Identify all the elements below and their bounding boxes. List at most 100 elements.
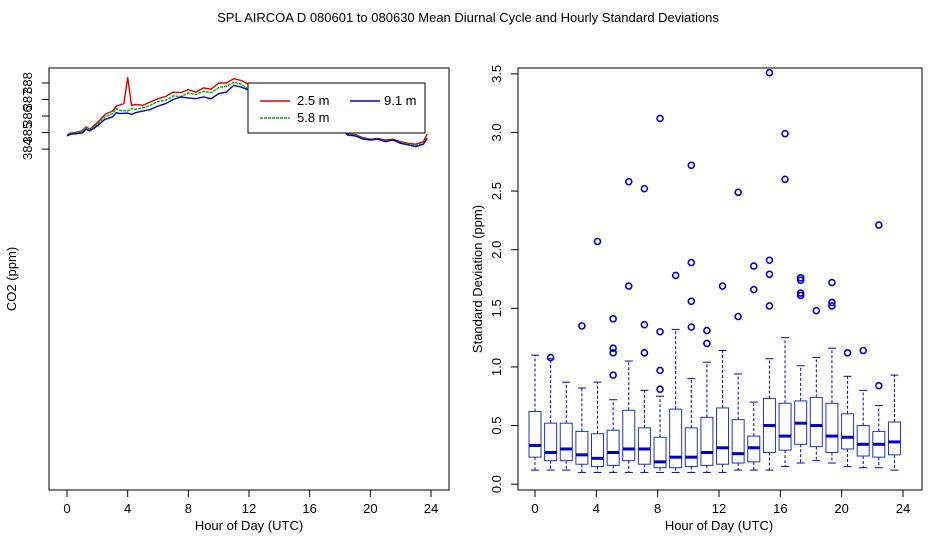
std-box-hour-9 <box>669 271 683 473</box>
legend-label: 5.8 m <box>297 110 330 125</box>
outlier-point <box>609 315 617 323</box>
std-box-hour-14 <box>747 262 761 471</box>
outlier-point <box>687 258 696 267</box>
outlier-point <box>859 346 867 355</box>
std-y-tick-label: 2.0 <box>489 241 504 259</box>
outlier-point <box>640 349 649 357</box>
outlier-point <box>796 276 805 284</box>
outlier-point <box>593 237 602 246</box>
outlier-point <box>781 129 789 138</box>
co2-y-tick-label: 388 <box>20 72 35 94</box>
std-box-hour-12 <box>716 282 730 473</box>
std-x-tick-label: 24 <box>896 501 910 516</box>
std-box-hour-16 <box>778 129 792 468</box>
outlier-point <box>640 320 649 329</box>
outlier-point <box>640 184 649 193</box>
iqr-box <box>559 422 573 462</box>
outlier-point <box>703 339 711 348</box>
outlier-point <box>812 306 821 315</box>
outlier-point <box>687 161 696 170</box>
iqr-box <box>528 410 542 458</box>
outlier-point <box>578 322 586 330</box>
std-box-hour-2 <box>559 381 573 471</box>
outlier-point <box>624 177 633 186</box>
outlier-point <box>875 221 883 229</box>
co2-y-tick-label: 386 <box>20 105 35 127</box>
legend-label: 2.5 m <box>297 93 330 108</box>
legend-box <box>247 82 426 134</box>
outlier-point <box>828 302 836 310</box>
outlier-point <box>734 312 742 321</box>
outlier-point <box>609 371 617 379</box>
outlier-point <box>765 270 774 279</box>
iqr-box <box>716 407 730 465</box>
std-x-tick-label: 20 <box>834 501 848 516</box>
std-box-hour-13 <box>731 188 745 471</box>
std-box-hour-0 <box>528 354 542 471</box>
std-x-tick-label: 8 <box>654 501 661 516</box>
outlier-point <box>749 285 758 294</box>
outlier-point <box>796 289 805 297</box>
outlier-point <box>671 271 680 280</box>
std-x-tick-label: 4 <box>593 501 600 516</box>
std-y-tick-label: 0.0 <box>489 475 504 493</box>
co2-x-tick-label: 24 <box>424 501 438 516</box>
std-box-hour-18 <box>809 306 823 462</box>
std-box-hour-22 <box>872 221 886 469</box>
iqr-box <box>700 416 714 466</box>
iqr-box <box>684 427 698 468</box>
outlier-point <box>781 175 789 184</box>
co2-series-lines <box>66 77 428 148</box>
outlier-point <box>828 278 836 287</box>
iqr-box <box>778 402 792 451</box>
std-y-axis-label: Standard Deviation (ppm) <box>470 205 485 353</box>
outlier-point <box>765 256 774 265</box>
legend-label: 9.1 m <box>384 93 417 108</box>
co2-x-tick-label: 12 <box>242 501 256 516</box>
outlier-point <box>765 68 774 77</box>
co2-x-tick-label: 16 <box>302 501 316 516</box>
co2-y-tick-label: 384 <box>20 138 35 160</box>
outlier-point <box>875 381 883 390</box>
co2-y-tick-label: 385 <box>20 122 35 144</box>
co2-x-tick-label: 0 <box>63 501 70 516</box>
iqr-box <box>856 425 870 457</box>
figure-title: SPL AIRCOA D 080601 to 080630 Mean Diurn… <box>217 10 719 25</box>
std-box-hour-23 <box>887 374 901 471</box>
std-box-hour-15 <box>762 68 776 471</box>
iqr-box <box>731 419 745 464</box>
iqr-box <box>825 402 839 453</box>
series-line-9-1-m <box>66 84 428 148</box>
co2-y-axis-label: CO2 (ppm) <box>4 247 19 311</box>
outlier-point <box>687 297 696 306</box>
iqr-box <box>637 427 651 465</box>
outlier-point <box>687 323 696 331</box>
iqr-box <box>887 421 901 456</box>
std-y-tick-label: 3.5 <box>489 65 504 83</box>
std-x-tick-label: 16 <box>773 501 787 516</box>
std-box-hour-3 <box>575 322 589 473</box>
outlier-point <box>609 349 617 357</box>
iqr-box <box>841 413 855 450</box>
co2-x-tick-label: 20 <box>363 501 377 516</box>
std-box-hour-7 <box>637 184 651 473</box>
iqr-box <box>669 408 683 469</box>
outlier-point <box>546 353 555 362</box>
std-y-tick-label: 1.0 <box>489 358 504 376</box>
outlier-point <box>609 344 617 352</box>
std-plot-frame <box>517 67 923 491</box>
outlier-point <box>656 327 664 336</box>
std-axes: 0 4 8 12 16 20 24 0.0 0.5 1.0 1.5 2.0 2.5 3.0 3.5 <box>489 65 910 516</box>
co2-x-tick-label: 4 <box>124 501 131 516</box>
std-dev-panel: 0 4 8 12 16 20 24 0.0 0.5 1.0 1.5 2.0 2.5 3.0 3.5 Hour… <box>470 65 923 533</box>
outlier-point <box>843 349 852 357</box>
std-x-axis-label: Hour of Day (UTC) <box>665 518 773 533</box>
std-box-hour-6 <box>622 177 636 473</box>
std-y-tick-label: 1.5 <box>489 299 504 317</box>
std-boxes <box>528 68 901 473</box>
iqr-box <box>544 422 558 462</box>
std-box-hour-17 <box>794 274 808 464</box>
outlier-point <box>828 298 836 307</box>
